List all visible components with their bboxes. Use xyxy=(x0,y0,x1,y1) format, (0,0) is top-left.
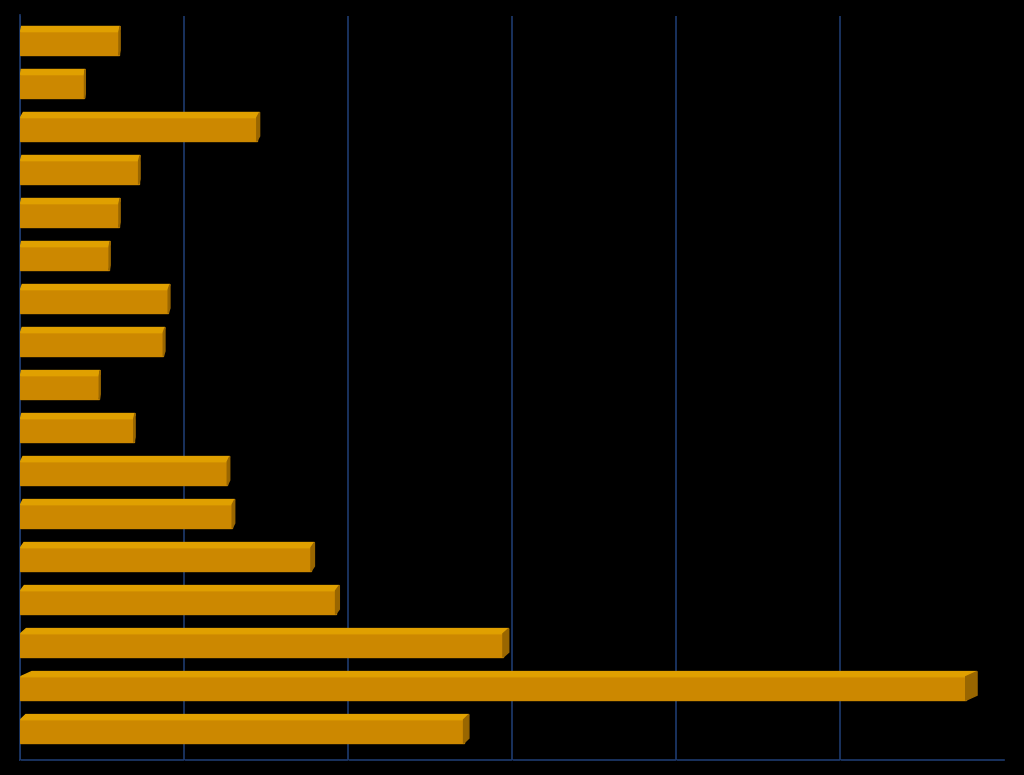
Bar xyxy=(20,462,227,485)
Polygon shape xyxy=(20,370,100,376)
Bar xyxy=(20,376,99,399)
Polygon shape xyxy=(336,586,339,615)
Polygon shape xyxy=(20,672,977,677)
Polygon shape xyxy=(20,112,260,118)
Polygon shape xyxy=(227,456,229,485)
Bar xyxy=(20,505,232,529)
Polygon shape xyxy=(134,414,135,443)
Bar xyxy=(20,74,84,98)
Polygon shape xyxy=(20,198,120,204)
Polygon shape xyxy=(119,198,120,227)
Polygon shape xyxy=(168,284,170,313)
Polygon shape xyxy=(20,242,111,246)
Polygon shape xyxy=(20,715,469,720)
Polygon shape xyxy=(20,500,234,505)
Polygon shape xyxy=(20,586,339,591)
Polygon shape xyxy=(20,456,229,462)
Polygon shape xyxy=(311,542,314,571)
Polygon shape xyxy=(257,112,260,141)
Bar xyxy=(20,160,138,184)
Polygon shape xyxy=(20,414,135,418)
Bar xyxy=(20,246,110,270)
Polygon shape xyxy=(119,26,120,55)
Bar xyxy=(20,290,168,313)
Bar xyxy=(20,418,134,443)
Bar xyxy=(20,332,163,356)
Polygon shape xyxy=(110,242,111,270)
Bar xyxy=(20,591,336,615)
Polygon shape xyxy=(503,629,509,657)
Polygon shape xyxy=(20,26,120,32)
Polygon shape xyxy=(20,284,170,290)
Polygon shape xyxy=(464,715,469,743)
Bar xyxy=(20,32,119,55)
Polygon shape xyxy=(20,542,314,548)
Polygon shape xyxy=(163,328,165,356)
Polygon shape xyxy=(20,629,509,634)
Bar xyxy=(20,720,464,743)
Bar xyxy=(20,548,311,571)
Polygon shape xyxy=(966,672,977,701)
Bar xyxy=(20,204,119,227)
Bar xyxy=(20,118,257,141)
Bar xyxy=(20,677,966,701)
Polygon shape xyxy=(20,328,165,332)
Bar xyxy=(20,634,503,657)
Polygon shape xyxy=(20,70,85,74)
Polygon shape xyxy=(232,500,234,529)
Polygon shape xyxy=(20,156,140,160)
Polygon shape xyxy=(138,156,140,184)
